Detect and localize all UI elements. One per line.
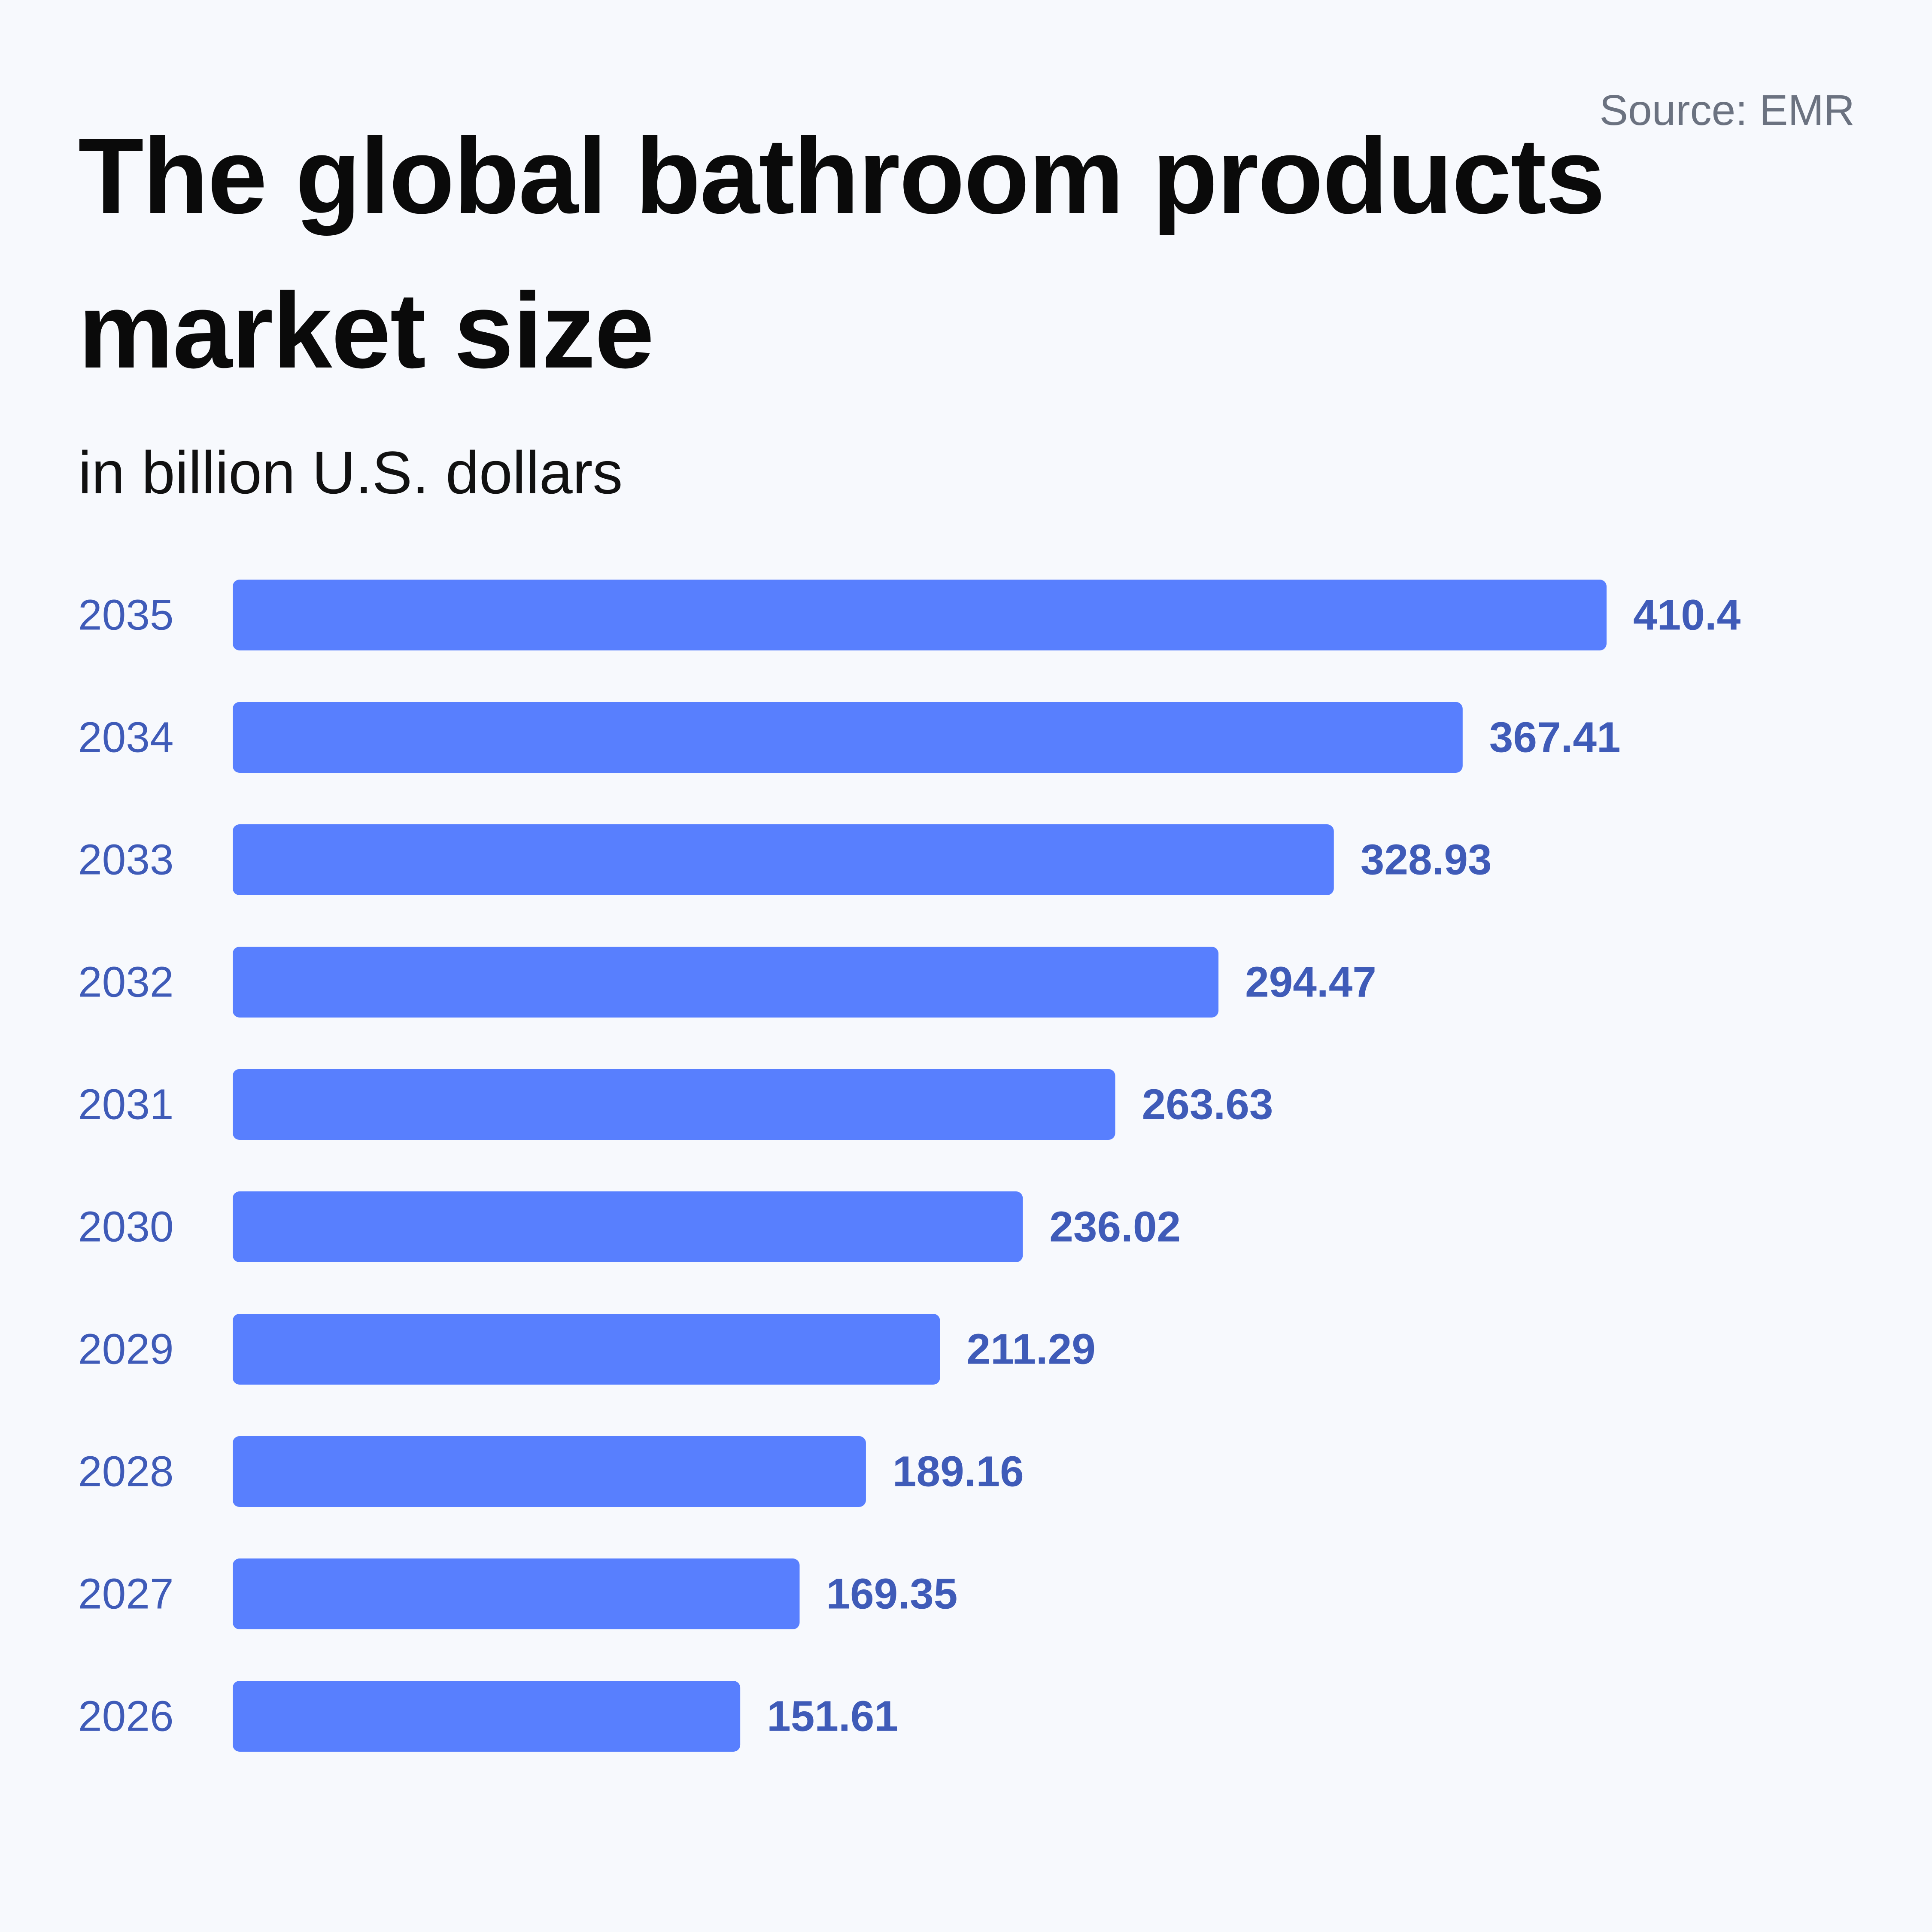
value-label-2033: 328.93 (1361, 836, 1492, 884)
category-label-2031: 2031 (78, 1081, 173, 1129)
chart-title: The global bathroom products market size (78, 116, 1605, 390)
source-note: Source: EMR (1599, 86, 1855, 134)
category-label-2035: 2035 (78, 591, 173, 639)
category-label-2026: 2026 (78, 1692, 173, 1741)
bar-2026 (233, 1681, 741, 1752)
value-label-2031: 263.63 (1142, 1081, 1273, 1129)
category-label-2028: 2028 (78, 1448, 173, 1496)
bar-2030 (233, 1191, 1023, 1262)
value-label-2026: 151.61 (767, 1692, 898, 1741)
category-label-2034: 2034 (78, 714, 173, 762)
value-label-2028: 189.16 (893, 1448, 1024, 1496)
category-label-2030: 2030 (78, 1203, 173, 1251)
bar-2035 (233, 580, 1607, 650)
value-label-2034: 367.41 (1489, 714, 1621, 762)
value-label-2029: 211.29 (966, 1325, 1095, 1373)
category-label-2033: 2033 (78, 836, 173, 884)
bar-2031 (233, 1069, 1115, 1140)
category-label-2029: 2029 (78, 1325, 173, 1373)
bar-2032 (233, 947, 1219, 1018)
category-label-2027: 2027 (78, 1570, 173, 1618)
value-label-2027: 169.35 (826, 1570, 957, 1618)
value-label-2032: 294.47 (1245, 958, 1376, 1006)
chart-subtitle: in billion U.S. dollars (78, 439, 623, 506)
bar-2034 (233, 702, 1463, 773)
value-label-2035: 410.4 (1633, 591, 1741, 639)
bar-2033 (233, 824, 1334, 895)
bar-2029 (233, 1314, 940, 1385)
bar-2027 (233, 1558, 800, 1629)
category-label-2032: 2032 (78, 958, 173, 1006)
value-label-2030: 236.02 (1049, 1203, 1181, 1251)
bar-2028 (233, 1436, 866, 1507)
